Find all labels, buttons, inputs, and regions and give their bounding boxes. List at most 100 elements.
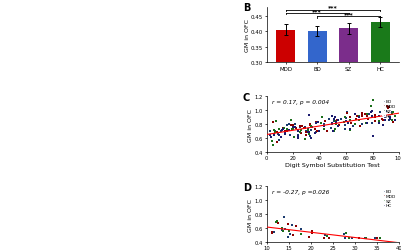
Point <box>272 131 278 135</box>
Point <box>267 130 273 134</box>
Point <box>363 236 369 240</box>
Point <box>273 220 279 225</box>
Point <box>277 136 284 140</box>
Point <box>381 115 388 119</box>
Point <box>292 122 298 126</box>
Point <box>281 130 288 134</box>
Point <box>331 119 338 123</box>
Point <box>288 119 294 123</box>
Point <box>274 131 281 135</box>
Point <box>364 112 371 116</box>
Point <box>344 112 350 116</box>
Point <box>369 114 375 118</box>
Point <box>380 123 386 127</box>
Y-axis label: GM in OFC: GM in OFC <box>249 198 253 231</box>
Point <box>314 130 320 134</box>
Point <box>362 113 369 117</box>
Point <box>308 230 315 234</box>
Point <box>305 127 311 131</box>
Text: B: B <box>243 3 250 13</box>
Point <box>291 136 298 140</box>
Point <box>320 124 327 129</box>
Point <box>292 126 298 130</box>
Point <box>341 120 348 124</box>
Point <box>383 110 390 114</box>
Point <box>274 221 281 225</box>
Point <box>308 137 314 141</box>
Point <box>285 235 291 239</box>
Y-axis label: GM in OFC: GM in OFC <box>249 108 253 141</box>
Point <box>315 120 322 124</box>
Point <box>281 215 287 219</box>
Point <box>316 130 322 134</box>
Point <box>290 127 296 131</box>
Point <box>391 118 398 122</box>
Point <box>365 118 371 122</box>
Point <box>282 133 288 137</box>
Point <box>293 127 300 131</box>
Point <box>279 226 286 230</box>
Point <box>306 114 312 118</box>
Point <box>301 127 307 131</box>
Point <box>302 125 308 129</box>
Point <box>341 232 347 236</box>
Point <box>286 229 292 233</box>
Point <box>303 130 309 134</box>
Point <box>296 125 303 129</box>
Point <box>284 127 290 131</box>
Point <box>364 114 371 118</box>
Point <box>305 130 311 134</box>
Point <box>346 118 353 122</box>
Point <box>272 130 278 134</box>
Point <box>268 230 275 234</box>
Point <box>358 122 365 126</box>
Legend: BD, MDD, SZ, HC: BD, MDD, SZ, HC <box>383 189 397 208</box>
Point <box>295 129 301 133</box>
Point <box>366 113 372 117</box>
Text: C: C <box>243 93 250 103</box>
Point <box>277 130 284 134</box>
Point <box>271 230 277 234</box>
Point <box>319 115 326 119</box>
Point <box>384 104 391 108</box>
Text: r = 0.17, p = 0.004: r = 0.17, p = 0.004 <box>272 99 329 104</box>
Point <box>389 112 395 116</box>
Point <box>271 132 278 136</box>
Point <box>370 99 376 103</box>
Point <box>298 227 304 231</box>
Point <box>334 118 340 122</box>
Point <box>312 132 318 136</box>
Point <box>342 236 348 240</box>
Point <box>289 128 296 132</box>
Point <box>303 134 310 138</box>
Point <box>286 122 292 126</box>
Point <box>269 231 275 235</box>
Point <box>346 127 353 131</box>
Point <box>331 130 337 134</box>
Point <box>306 235 312 239</box>
Point <box>363 113 369 117</box>
Point <box>377 236 384 240</box>
Point <box>359 114 365 118</box>
Point <box>389 111 396 115</box>
Point <box>306 130 312 134</box>
Point <box>295 133 302 137</box>
Point <box>381 119 388 123</box>
Point <box>302 126 309 130</box>
Text: ***: *** <box>344 12 353 17</box>
Point <box>309 231 316 235</box>
Point <box>387 118 393 122</box>
Point <box>346 236 352 240</box>
Point <box>271 128 277 132</box>
Point <box>359 114 365 118</box>
Point <box>296 126 303 130</box>
Point <box>329 122 336 127</box>
Point <box>270 134 277 138</box>
Point <box>284 222 291 226</box>
Point <box>345 121 352 125</box>
Point <box>298 232 304 236</box>
Y-axis label: GM in OFC: GM in OFC <box>245 19 249 52</box>
Point <box>364 121 371 125</box>
Point <box>375 121 382 125</box>
Point <box>290 123 296 127</box>
